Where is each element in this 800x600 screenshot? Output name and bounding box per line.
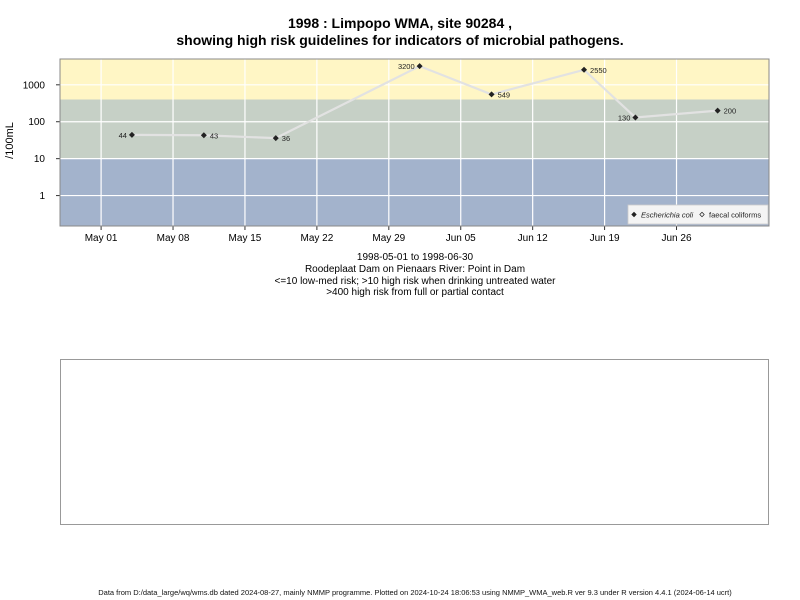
risk-guideline-high: >400 high risk from full or partial cont…	[326, 287, 504, 298]
data-point	[714, 107, 721, 114]
data-point	[488, 91, 495, 98]
data-labels: 44 43 36 3200 549 2550 130 200	[119, 62, 737, 143]
x-tick-label: Jun 26	[662, 233, 692, 244]
series-line	[131, 64, 718, 140]
x-tick-label: May 22	[300, 233, 333, 244]
data-label: 44	[119, 131, 127, 140]
legend-marker	[699, 211, 705, 218]
data-point	[272, 135, 279, 142]
risk-band-2	[60, 59, 769, 100]
y-tick-label: 1	[39, 191, 45, 202]
legend-box	[627, 204, 769, 225]
y-tick-label: 100	[28, 117, 45, 128]
x-tick-label: May 29	[372, 233, 405, 244]
series-layer	[128, 63, 721, 142]
x-axis: May 01 May 08 May 15 May 22 May 29 Jun 05 Jun …	[85, 226, 692, 244]
y-axis: 1 10 100 1000/100mL	[4, 80, 60, 202]
risk-guideline-low: <=10 low-med risk; >10 high risk when dr…	[274, 276, 556, 287]
data-label: 200	[724, 107, 737, 116]
data-label: 549	[498, 90, 511, 99]
legend-marker	[631, 211, 637, 218]
data-point	[416, 63, 423, 70]
y-axis-title: /100mL	[4, 122, 16, 159]
risk-bands	[60, 59, 769, 226]
risk-band-1	[60, 99, 769, 159]
x-tick-label: May 08	[157, 233, 190, 244]
data-label: 2550	[590, 66, 607, 75]
legend-label: Escherichia coli	[641, 210, 693, 219]
site-subtitle: Roodeplaat Dam on Pienaars River: Point …	[304, 264, 526, 275]
legend-label: faecal coliforms	[709, 210, 761, 219]
data-point	[632, 114, 639, 121]
data-label: 3200	[398, 62, 415, 71]
x-tick-label: Jun 05	[446, 233, 476, 244]
data-label: 43	[210, 131, 218, 140]
data-label: 36	[282, 134, 290, 143]
x-tick-label: Jun 12	[518, 233, 548, 244]
y-tick-label: 10	[34, 154, 46, 165]
y-tick-label: 1000	[23, 80, 46, 91]
plot-frame	[59, 58, 770, 227]
x-tick-label: Jun 19	[590, 233, 620, 244]
legend: Escherichia coli faecal coliforms	[627, 204, 769, 225]
chart-title-line-2: showing high risk guidelines for indicat…	[176, 32, 624, 48]
data-point	[128, 131, 135, 138]
data-point	[581, 66, 588, 73]
chart-title-line-1: 1998 : Limpopo WMA, site 90284 ,	[287, 15, 513, 31]
date-range-subtitle: 1998-05-01 to 1998-06-30	[356, 252, 474, 263]
grid-lines	[60, 59, 769, 226]
footer-note: Data from D:/data_large/wq/wms.db dated …	[98, 588, 732, 597]
x-tick-label: May 01	[85, 233, 118, 244]
data-label: 130	[618, 114, 631, 123]
empty-panel	[60, 359, 769, 525]
x-tick-label: May 15	[229, 233, 262, 244]
data-point	[200, 132, 207, 139]
